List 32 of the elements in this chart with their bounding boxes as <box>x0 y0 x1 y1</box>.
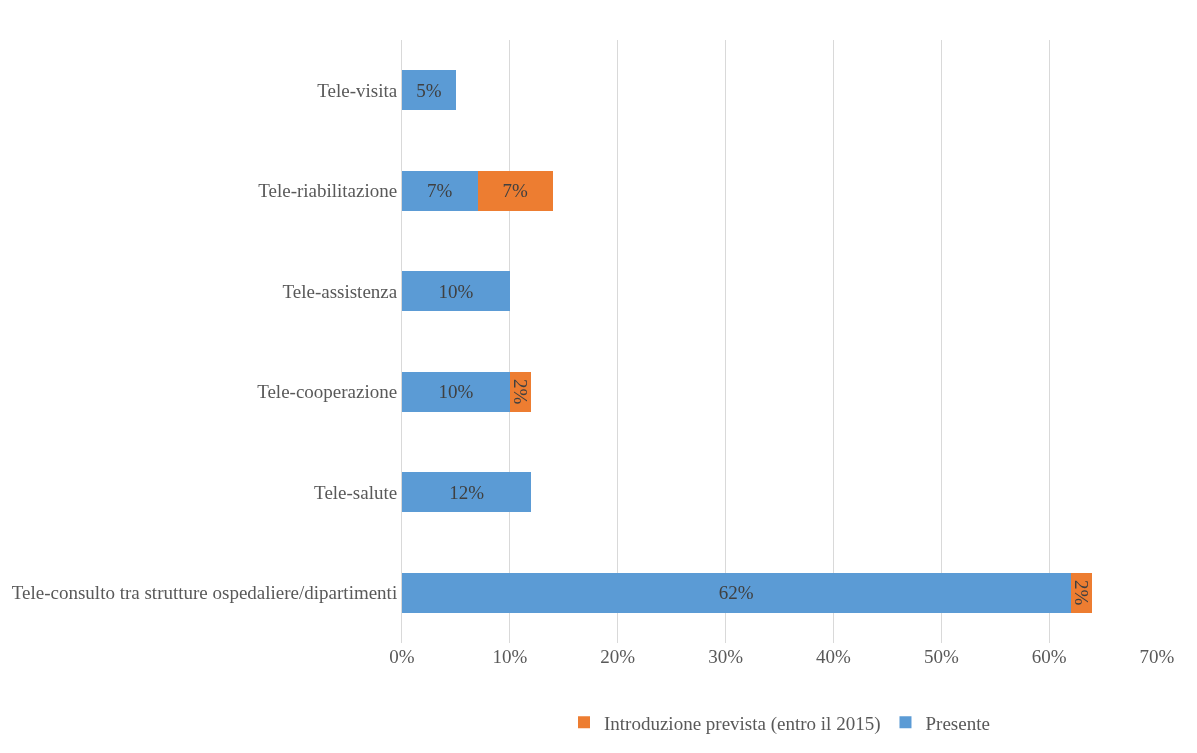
legend-label: Introduzione prevista (entro il 2015) <box>604 712 881 735</box>
y-tick-label: Tele-riabilitazione <box>258 180 398 202</box>
legend-label: Presente <box>925 712 990 734</box>
data-label: 2% <box>510 379 532 405</box>
bar <box>477 170 553 211</box>
data-label: 7% <box>427 180 453 202</box>
y-tick-label: Tele-consulto tra strutture ospedaliere/dipartimenti <box>11 582 398 604</box>
data-label: 10% <box>438 280 474 302</box>
bar <box>402 170 478 211</box>
x-tick-label: 60% <box>1031 646 1067 667</box>
x-tick-label: 0% <box>389 646 415 667</box>
x-tick-label: 20% <box>600 646 636 667</box>
y-tick-label: Tele-visita <box>317 79 398 101</box>
y-tick-label: Tele-salute <box>314 481 398 503</box>
y-tick-label: Tele-assistenza <box>282 280 398 302</box>
data-label: 7% <box>502 180 528 202</box>
bar <box>402 70 456 111</box>
data-label: 62% <box>718 582 754 604</box>
bar <box>402 271 510 312</box>
x-tick-label: 10% <box>492 646 528 667</box>
bar <box>402 472 532 513</box>
x-tick-label: 70% <box>1139 646 1175 667</box>
y-tick-label: Tele-cooperazione <box>257 381 398 403</box>
data-label: 10% <box>438 381 474 403</box>
data-label: 5% <box>416 79 442 101</box>
x-tick-label: 50% <box>923 646 959 667</box>
x-tick-label: 30% <box>708 646 744 667</box>
bar <box>402 371 510 412</box>
x-tick-label: 40% <box>816 646 852 667</box>
bar <box>402 572 1071 613</box>
data-label: 2% <box>1071 580 1092 606</box>
data-label: 12% <box>449 481 485 503</box>
